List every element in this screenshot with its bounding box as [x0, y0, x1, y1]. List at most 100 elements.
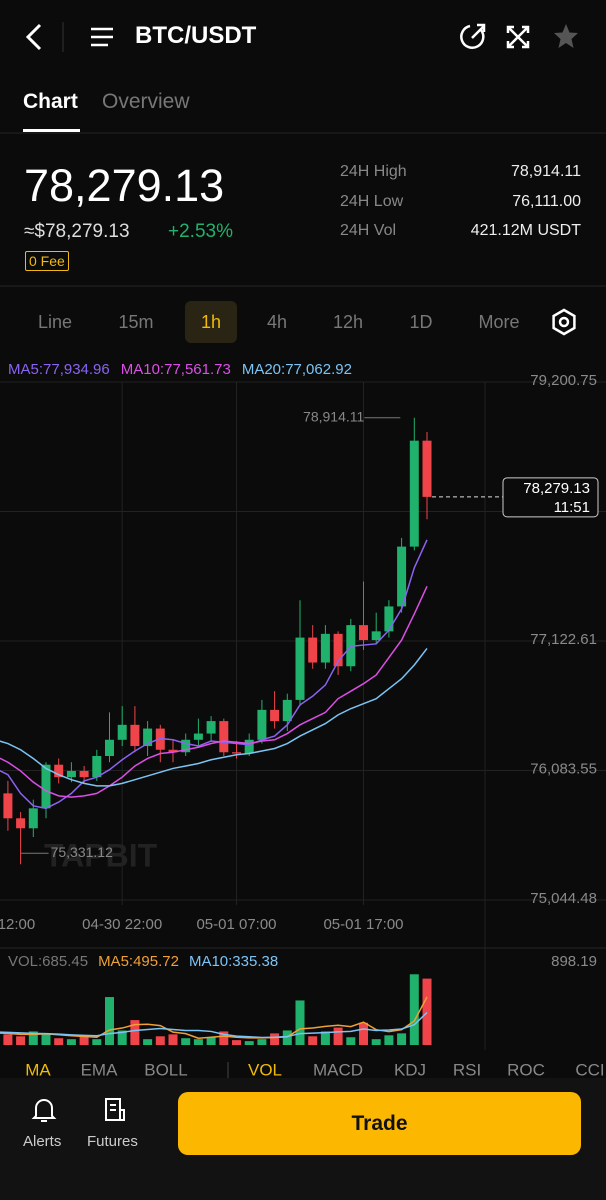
alerts-icon [31, 1099, 57, 1122]
indicator-tab[interactable]: ROC [507, 1060, 545, 1079]
candle-body [409, 440, 419, 547]
volume-bar [282, 1030, 292, 1045]
nav-item[interactable]: Futures [87, 1133, 138, 1150]
candle-body [206, 721, 216, 734]
candle-body [422, 440, 432, 497]
volume-bar [41, 1033, 51, 1045]
volume-bar [219, 1031, 229, 1045]
interval-tab[interactable]: 1D [409, 312, 433, 332]
header-icons [25, 22, 578, 52]
share-button[interactable] [460, 23, 486, 49]
interval-tab[interactable]: 1h [185, 301, 237, 343]
fullscreen-button[interactable] [506, 25, 530, 49]
volume-bar [54, 1038, 64, 1045]
ma-line [0, 647, 428, 787]
trade-button[interactable]: Trade [178, 1092, 581, 1155]
volume-bar [181, 1038, 191, 1045]
candle-body [397, 546, 407, 607]
volume-bar [130, 1020, 140, 1045]
indicator-tab[interactable]: MA [25, 1060, 51, 1079]
settings-button[interactable] [549, 307, 579, 337]
x-tick-label: 04-30 22:00 [82, 916, 162, 933]
favorite-button[interactable] [554, 24, 578, 48]
candle-body [384, 606, 394, 632]
stat-label: 24H Vol [340, 222, 397, 239]
volume-bar [320, 1031, 330, 1045]
interval-tab[interactable]: 12h [332, 312, 364, 332]
interval-tab[interactable]: 4h [266, 312, 288, 332]
menu-button[interactable] [91, 27, 113, 47]
futures-icon [105, 1098, 125, 1121]
tab-underline [23, 129, 80, 132]
y-tick-label: 77,122.61 [530, 631, 597, 648]
x-tick-label: 04-30 12:00 [0, 916, 35, 933]
y-tick-label: 76,083.55 [530, 760, 597, 777]
last-time-label: 11:51 [554, 499, 590, 516]
tab[interactable]: Chart [23, 90, 78, 113]
volume-bar [143, 1039, 153, 1045]
stat-value: 76,111.00 [512, 192, 581, 210]
watermark: TAPBIT [44, 837, 158, 873]
tab[interactable]: Overview [102, 90, 190, 113]
candle-body [66, 770, 76, 778]
volume-bar [409, 974, 419, 1045]
candle-body [168, 749, 178, 753]
nav-item[interactable]: Alerts [23, 1133, 62, 1150]
volume-bar [270, 1033, 280, 1045]
volume-ma-line [0, 1011, 428, 1039]
volume-bar [257, 1039, 267, 1045]
indicator-tab[interactable]: BOLL [144, 1060, 187, 1079]
candle-body [79, 770, 89, 778]
back-button[interactable] [25, 23, 42, 51]
candle-body [359, 625, 368, 641]
volume-bar [346, 1037, 356, 1045]
volume-bar [295, 1000, 305, 1045]
last-price: 78,279.13 [24, 160, 225, 211]
candle-body [130, 724, 140, 747]
volume-bar [92, 1039, 102, 1045]
approx-price: ≈$78,279.13 [24, 221, 130, 242]
indicator-tab[interactable]: VOL [248, 1060, 282, 1079]
indicator-tab[interactable]: EMA [81, 1060, 119, 1079]
volume-bar [3, 1034, 13, 1045]
candle-body [371, 631, 381, 641]
candle-body [232, 752, 241, 754]
legend-entry: MA5:77,934.96 [8, 361, 110, 378]
indicator-tab[interactable]: KDJ [394, 1060, 426, 1079]
candle-body [92, 755, 102, 778]
stat-label: 24H High [340, 163, 407, 180]
interval-tab[interactable]: Line [37, 312, 73, 332]
legend-entry: MA20:77,062.92 [242, 361, 352, 378]
low-marker: 75,331.12 [51, 844, 113, 860]
candle-body [117, 724, 127, 740]
candle-body [143, 728, 153, 747]
indicator-tab[interactable]: CCI [575, 1060, 604, 1079]
fee-badge: 0 Fee [25, 251, 69, 271]
indicator-tab[interactable]: MACD [313, 1060, 363, 1079]
stat-value: 421.12M USDT [470, 222, 581, 239]
volume-bar [193, 1039, 203, 1045]
volume-bar [232, 1040, 241, 1045]
last-price-label: 78,279.13 [523, 480, 590, 497]
indicator-tab[interactable]: RSI [453, 1060, 481, 1079]
ma-line [0, 585, 428, 798]
volume-bar [397, 1033, 407, 1045]
chart: TAPBIT75,044.4876,083.5577,122.6178,161.… [0, 132, 606, 1080]
candle-body [105, 739, 114, 756]
interval-tab[interactable]: More [478, 312, 520, 332]
ma-line [0, 539, 428, 810]
volume-bar [79, 1036, 89, 1045]
volume-bar [359, 1022, 368, 1045]
volume-bar [371, 1039, 381, 1045]
price-change: +2.53% [168, 221, 233, 242]
y-tick-label: 79,200.75 [530, 372, 597, 389]
volume-ma-line [0, 996, 428, 1039]
interval-tab[interactable]: 15m [118, 312, 154, 332]
volume-bar [66, 1039, 76, 1045]
volume-title: VOL:685.45 [8, 953, 88, 970]
high-marker: 78,914.11 [303, 408, 364, 424]
candle-body [270, 709, 280, 722]
candle-body [181, 739, 191, 753]
volume-bar [168, 1034, 178, 1045]
